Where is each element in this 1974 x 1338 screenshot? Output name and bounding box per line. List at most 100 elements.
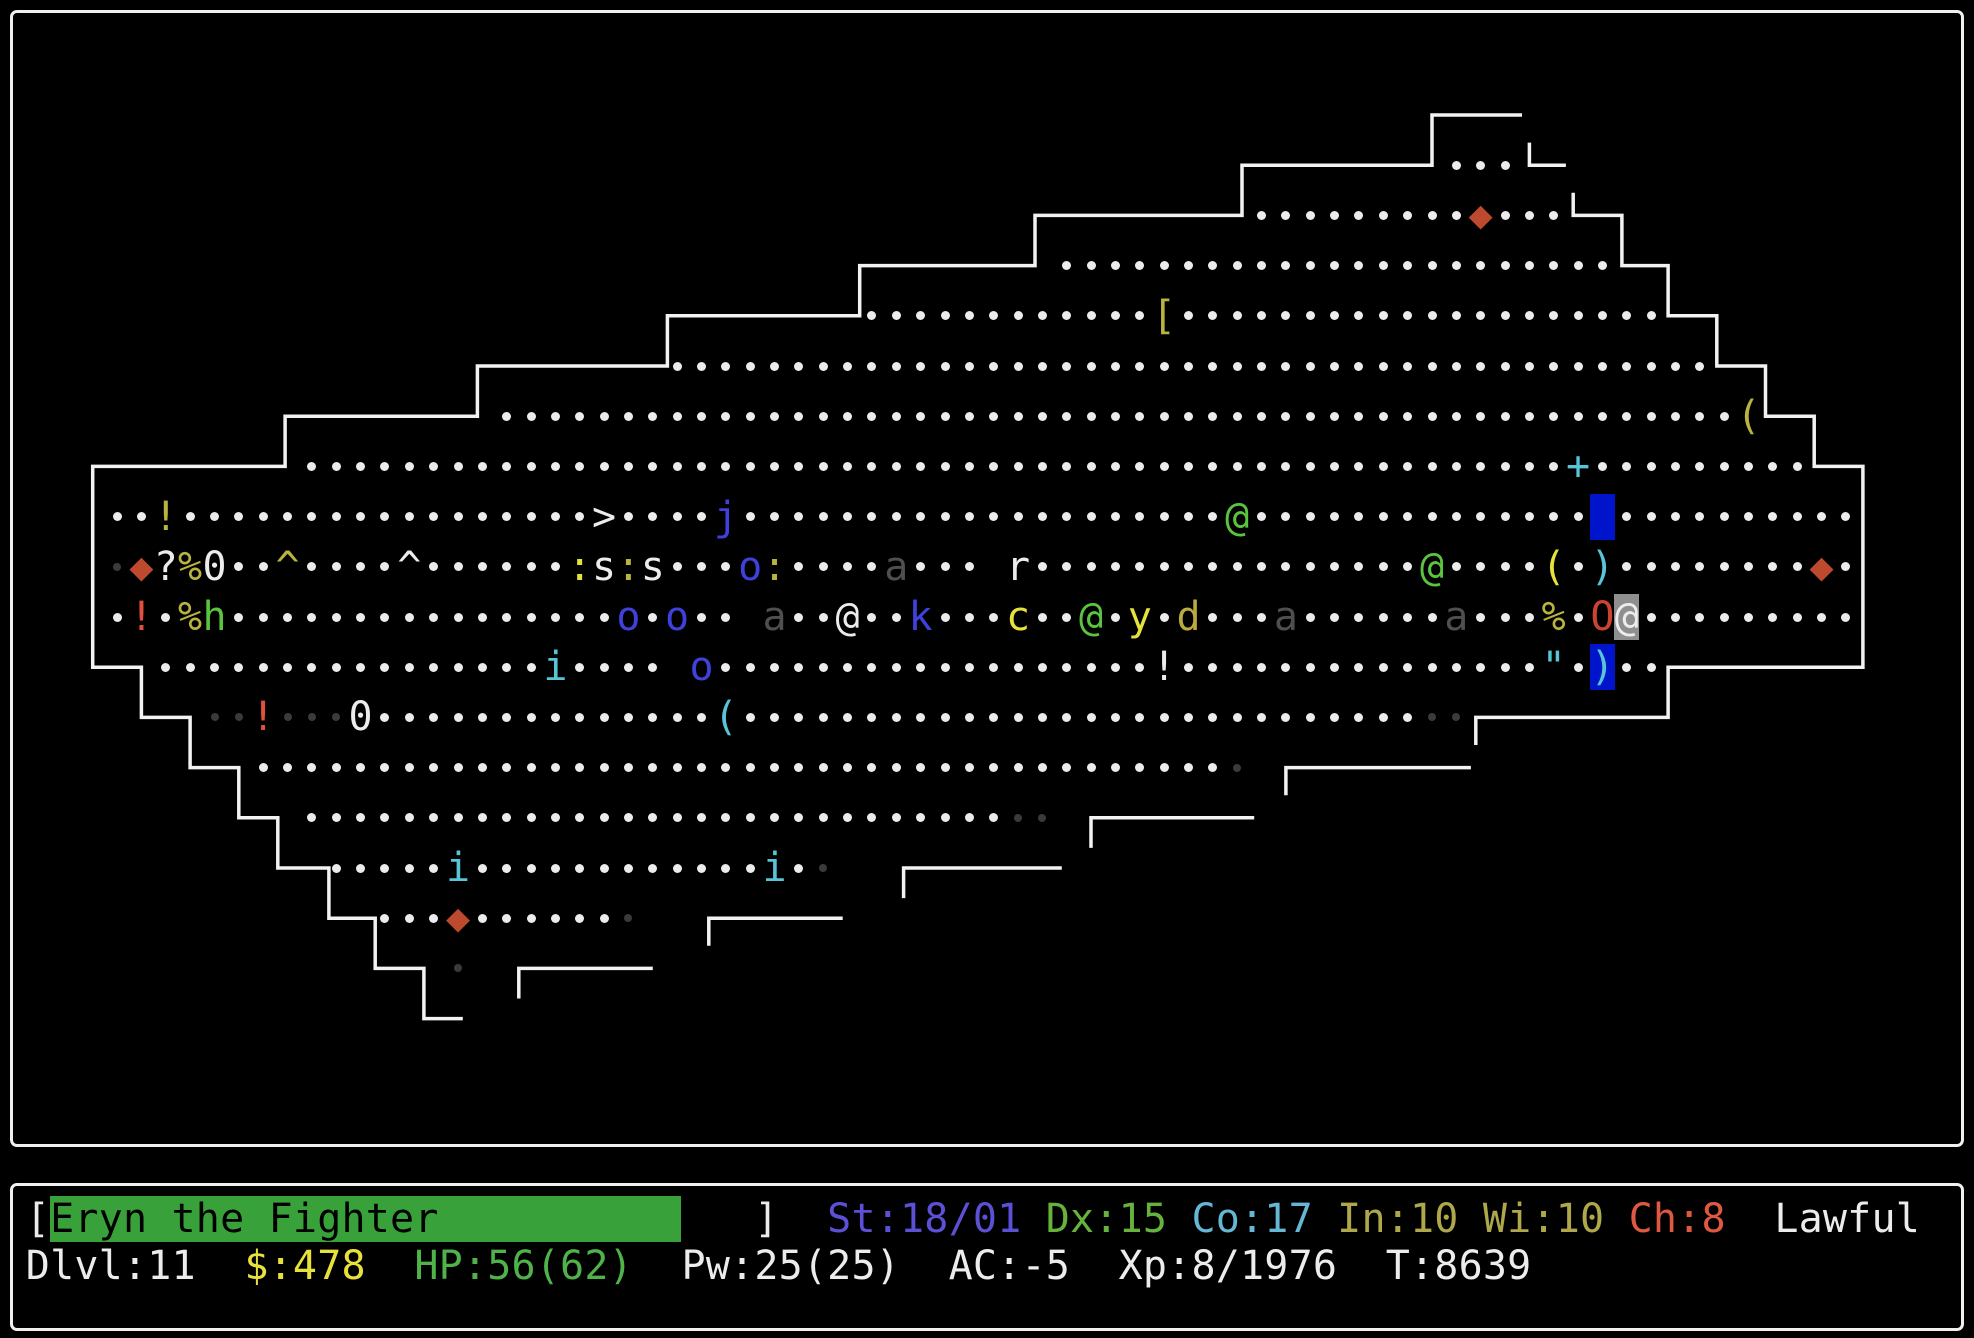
floor-dot[interactable] [843, 562, 853, 572]
floor-dot[interactable] [1427, 311, 1437, 321]
monster-o[interactable]: o [616, 594, 641, 640]
floor-dot[interactable] [1013, 512, 1023, 522]
floor-dot[interactable] [721, 662, 731, 672]
floor-dot[interactable] [502, 662, 512, 672]
floor-dot[interactable] [307, 662, 317, 672]
floor-dot[interactable] [1573, 512, 1583, 522]
floor-dot[interactable] [721, 461, 731, 471]
floor-dot[interactable] [453, 612, 463, 622]
floor-dot[interactable] [1500, 361, 1510, 371]
floor-dot[interactable] [940, 763, 950, 773]
floor-dot[interactable] [940, 411, 950, 421]
floor-dot[interactable] [210, 512, 219, 522]
floor-dot[interactable] [916, 411, 926, 421]
floor-dot[interactable] [697, 813, 706, 823]
floor-dot[interactable] [1403, 712, 1413, 722]
floor-dot[interactable] [989, 461, 999, 471]
floor-dot[interactable] [940, 562, 950, 572]
floor-dot[interactable] [453, 562, 463, 572]
floor-dot[interactable] [1013, 361, 1023, 371]
floor-dot[interactable] [697, 612, 706, 622]
floor-dot[interactable] [1086, 763, 1096, 773]
floor-dot[interactable] [380, 712, 390, 722]
floor-dot[interactable] [648, 461, 658, 471]
floor-dot[interactable] [526, 813, 536, 823]
floor-dot[interactable] [1037, 311, 1047, 321]
floor-dot[interactable] [575, 612, 585, 622]
monster-o[interactable]: o [665, 594, 690, 640]
floor-dot[interactable] [307, 612, 317, 622]
floor-dot[interactable] [1062, 662, 1072, 672]
monster-human-green[interactable]: @ [1419, 543, 1445, 590]
floor-dot[interactable] [599, 662, 609, 672]
floor-dot[interactable] [234, 662, 244, 672]
dim-floor-dot[interactable] [624, 914, 633, 923]
floor-dot[interactable] [989, 763, 999, 773]
floor-dot[interactable] [1062, 512, 1072, 522]
floor-dot[interactable] [1354, 712, 1364, 722]
floor-dot[interactable] [964, 763, 974, 773]
gem-boulder-icon[interactable]: ◆ [1468, 192, 1493, 239]
floor-dot[interactable] [818, 612, 828, 622]
floor-dot[interactable] [112, 612, 122, 622]
floor-dot[interactable] [380, 461, 390, 471]
floor-dot[interactable] [307, 562, 317, 572]
floor-dot[interactable] [1622, 461, 1632, 471]
lizard-monster[interactable]: : [567, 543, 592, 590]
floor-dot[interactable] [331, 863, 341, 873]
floor-dot[interactable] [1062, 763, 1072, 773]
highlighted-object-cell[interactable] [1589, 493, 1615, 540]
floor-dot[interactable] [1281, 311, 1291, 321]
food-item[interactable]: % [178, 543, 203, 590]
floor-dot[interactable] [1744, 612, 1753, 622]
floor-dot[interactable] [1232, 311, 1242, 321]
floor-dot[interactable] [1500, 662, 1510, 672]
floor-dot[interactable] [989, 662, 999, 672]
floor-dot[interactable] [1451, 261, 1461, 271]
spellbook-door[interactable]: + [1566, 443, 1591, 490]
floor-dot[interactable] [940, 461, 950, 471]
floor-dot[interactable] [916, 712, 926, 722]
floor-dot[interactable] [1549, 512, 1559, 522]
floor-dot[interactable] [867, 361, 877, 371]
floor-dot[interactable] [1378, 662, 1388, 672]
floor-dot[interactable] [1257, 662, 1266, 672]
floor-dot[interactable] [380, 913, 390, 923]
floor-dot[interactable] [1086, 311, 1096, 321]
floor-dot[interactable] [843, 361, 853, 371]
floor-dot[interactable] [1378, 261, 1388, 271]
floor-dot[interactable] [672, 512, 682, 522]
floor-dot[interactable] [1257, 210, 1266, 220]
floor-dot[interactable] [1403, 411, 1413, 421]
floor-dot[interactable] [1500, 160, 1510, 170]
floor-dot[interactable] [575, 712, 585, 722]
floor-dot[interactable] [867, 712, 877, 722]
floor-dot[interactable] [1159, 562, 1169, 572]
floor-dot[interactable] [1159, 411, 1169, 421]
floor-dot[interactable] [1744, 562, 1753, 572]
floor-dot[interactable] [891, 311, 901, 321]
floor-dot[interactable] [1305, 461, 1315, 471]
floor-dot[interactable] [1062, 461, 1072, 471]
floor-dot[interactable] [1573, 261, 1583, 271]
floor-dot[interactable] [1330, 712, 1340, 722]
floor-dot[interactable] [1062, 311, 1072, 321]
floor-dot[interactable] [258, 612, 268, 622]
floor-dot[interactable] [1817, 512, 1827, 522]
floor-dot[interactable] [1427, 612, 1437, 622]
floor-dot[interactable] [697, 512, 706, 522]
floor-dot[interactable] [1208, 562, 1218, 572]
floor-dot[interactable] [964, 813, 974, 823]
floor-dot[interactable] [1281, 512, 1291, 522]
floor-dot[interactable] [1184, 512, 1193, 522]
floor-dot[interactable] [1305, 712, 1315, 722]
floor-dot[interactable] [1086, 562, 1096, 572]
floor-dot[interactable] [1549, 261, 1559, 271]
floor-dot[interactable] [1622, 361, 1632, 371]
floor-dot[interactable] [526, 461, 536, 471]
floor-dot[interactable] [1086, 261, 1096, 271]
floor-dot[interactable] [1232, 411, 1242, 421]
floor-dot[interactable] [1062, 411, 1072, 421]
floor-dot[interactable] [989, 612, 999, 622]
floor-dot[interactable] [1744, 512, 1753, 522]
